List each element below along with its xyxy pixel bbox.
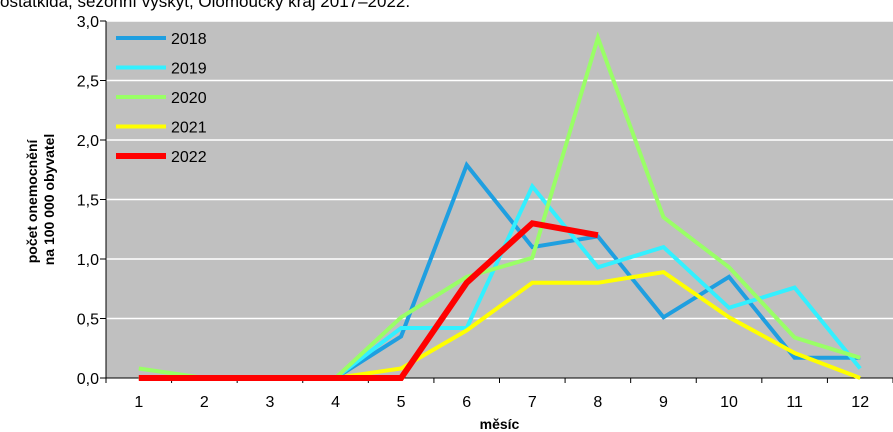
y-axis-label: počet onemocnění na 100 000 obyvatel [24, 134, 57, 266]
x-tick-label: 11 [786, 394, 803, 411]
y-tick-label: 2,5 [77, 74, 99, 91]
x-axis-label: měsíc [480, 416, 520, 432]
y-tick-label: 0,5 [77, 312, 99, 329]
y-axis-label-line-1: počet onemocnění [24, 138, 40, 263]
x-tick-label: 8 [593, 394, 602, 411]
x-tick-labels: 1 2 3 4 5 6 7 8 9 10 11 12 [134, 394, 869, 411]
x-tick-label: 7 [528, 394, 537, 411]
y-tick-label: 2,0 [77, 133, 99, 150]
x-tick-label: 2 [200, 394, 209, 411]
series-lines [138, 31, 862, 381]
x-tick-label: 9 [659, 394, 668, 411]
legend: 2018 2019 2020 2021 2022 [116, 31, 207, 166]
x-tick-label: 4 [331, 394, 340, 411]
x-tick-label: 1 [134, 394, 143, 411]
y-tick-labels: 0,0 0,5 1,0 1,5 2,0 2,5 3,0 [77, 14, 99, 388]
x-tick-label: 6 [462, 394, 471, 411]
y-tick-label: 1,5 [77, 193, 99, 210]
y-tick-label: 3,0 [77, 14, 99, 31]
y-tick-label: 1,0 [77, 252, 99, 269]
x-tick-label: 12 [851, 394, 869, 411]
legend-label: 2019 [171, 61, 207, 78]
legend-label: 2018 [171, 31, 207, 48]
y-axis-label-line-2: na 100 000 obyvatel [41, 134, 57, 266]
series-line-2022 [138, 220, 599, 381]
legend-label: 2021 [171, 120, 207, 137]
x-tick-label: 10 [720, 394, 738, 411]
legend-label: 2020 [171, 90, 207, 107]
x-tick-label: 5 [397, 394, 406, 411]
x-tick-label: 3 [266, 394, 275, 411]
y-tick-label: 0,0 [77, 371, 99, 388]
chart-title: ostatkida, sezónní výskyt, Olomoucký kra… [0, 0, 411, 11]
legend-label: 2022 [171, 149, 207, 166]
